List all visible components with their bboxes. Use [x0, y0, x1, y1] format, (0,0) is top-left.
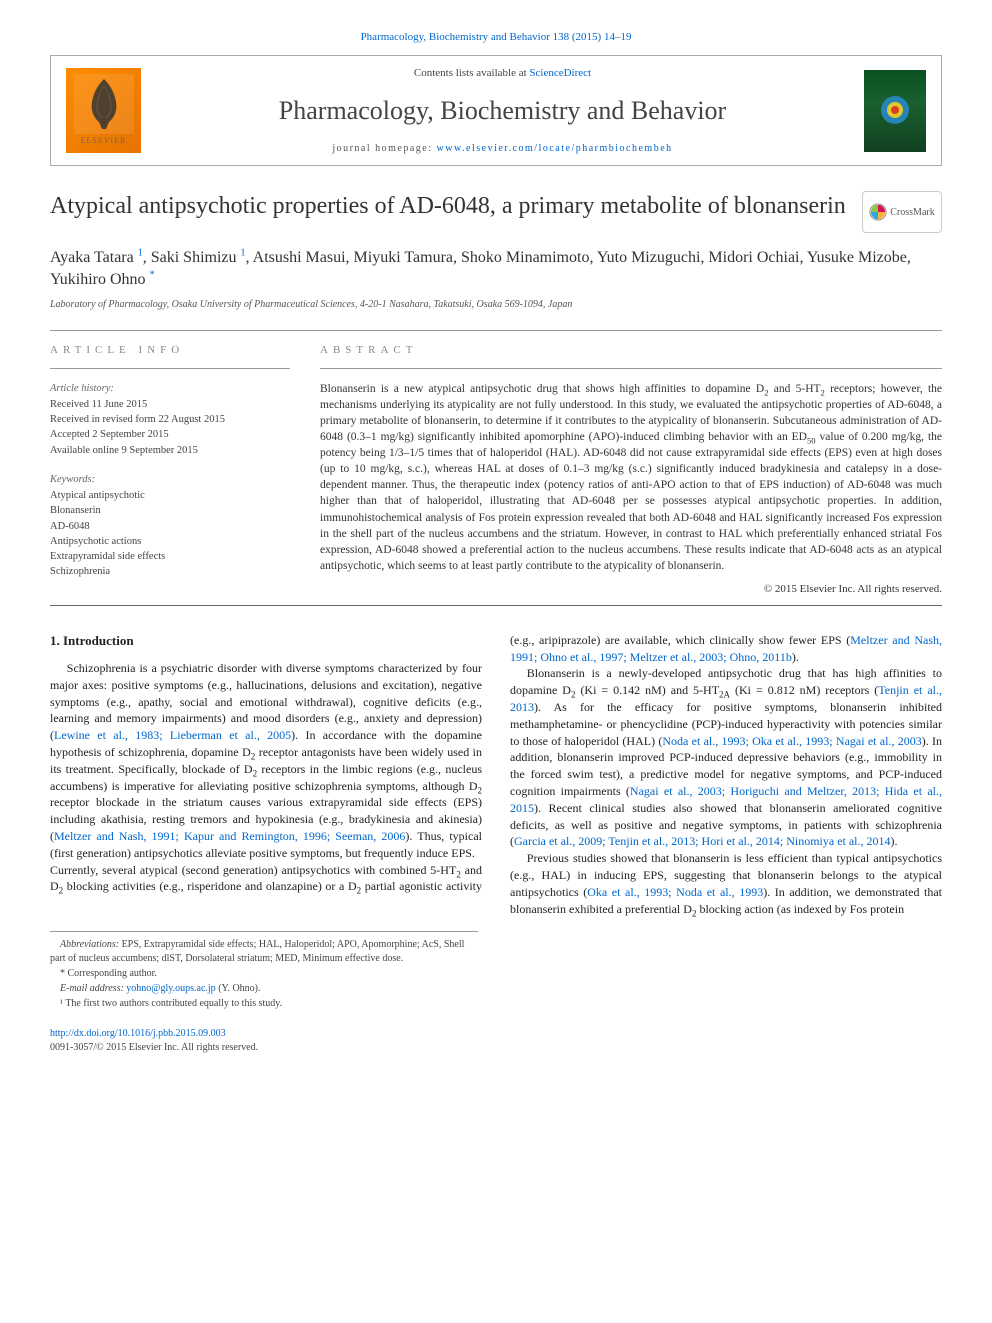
- cover-art-icon: [873, 88, 918, 133]
- intro-p2: Blonanserin is a newly-developed antipsy…: [510, 665, 942, 850]
- top-citation-link[interactable]: Pharmacology, Biochemistry and Behavior …: [361, 31, 632, 43]
- journal-cover-thumb: [864, 70, 926, 152]
- history-line: Received in revised form 22 August 2015: [50, 412, 290, 427]
- elsevier-label: ELSEVIER: [81, 136, 127, 147]
- contents-prefix: Contents lists available at: [414, 67, 529, 79]
- intro-p1: Schizophrenia is a psychiatric disorder …: [50, 660, 482, 862]
- crossmark-icon: [869, 203, 887, 221]
- body-text: 1. Introduction Schizophrenia is a psych…: [50, 632, 942, 918]
- footnotes: Abbreviations: EPS, Extrapyramidal side …: [50, 931, 478, 1011]
- history-header: Article history:: [50, 381, 290, 396]
- article-history: Article history: Received 11 June 2015 R…: [50, 381, 290, 458]
- crossmark-label: CrossMark: [890, 206, 934, 220]
- history-line: Received 11 June 2015: [50, 397, 290, 412]
- email-footnote: E-mail address: yohno@gly.oups.ac.jp (Y.…: [50, 982, 478, 996]
- article-title: Atypical antipsychotic properties of AD-…: [50, 191, 850, 221]
- elsevier-tree-icon: [74, 74, 134, 134]
- journal-name: Pharmacology, Biochemistry and Behavior: [156, 93, 849, 128]
- header-center: Contents lists available at ScienceDirec…: [141, 66, 864, 155]
- corresponding-author-footnote: * Corresponding author.: [50, 967, 478, 981]
- abstract-copyright: © 2015 Elsevier Inc. All rights reserved…: [320, 582, 942, 597]
- history-line: Available online 9 September 2015: [50, 443, 290, 458]
- abstract-rule: [320, 368, 942, 369]
- keywords-block: Keywords: Atypical antipsychotic Blonans…: [50, 472, 290, 580]
- intro-p3: Previous studies showed that blonanserin…: [510, 850, 942, 917]
- email-link[interactable]: yohno@gly.oups.ac.jp: [126, 983, 215, 994]
- doi-link[interactable]: http://dx.doi.org/10.1016/j.pbb.2015.09.…: [50, 1028, 226, 1039]
- abstract-label: abstract: [320, 343, 942, 358]
- article-info-column: article info Article history: Received 1…: [50, 343, 290, 597]
- email-person: (Y. Ohno).: [218, 983, 260, 994]
- section-divider: [50, 605, 942, 606]
- contents-line: Contents lists available at ScienceDirec…: [156, 66, 849, 81]
- article-info-label: article info: [50, 343, 290, 358]
- affiliation: Laboratory of Pharmacology, Osaka Univer…: [50, 298, 942, 312]
- elsevier-logo: ELSEVIER: [66, 68, 141, 153]
- keyword: Antipsychotic actions: [50, 534, 290, 549]
- homepage-link[interactable]: www.elsevier.com/locate/pharmbiochembeh: [437, 143, 673, 154]
- keyword: Extrapyramidal side effects: [50, 549, 290, 564]
- abstract-text: Blonanserin is a new atypical antipsycho…: [320, 381, 942, 574]
- meta-abstract-row: article info Article history: Received 1…: [50, 343, 942, 597]
- title-row: Atypical antipsychotic properties of AD-…: [50, 191, 942, 233]
- intro-heading: 1. Introduction: [50, 632, 482, 650]
- divider-rule: [50, 330, 942, 331]
- crossmark-badge[interactable]: CrossMark: [862, 191, 942, 233]
- info-rule: [50, 368, 290, 369]
- keyword: Atypical antipsychotic: [50, 488, 290, 503]
- abstract-column: abstract Blonanserin is a new atypical a…: [320, 343, 942, 597]
- history-line: Accepted 2 September 2015: [50, 427, 290, 442]
- homepage-prefix: journal homepage:: [332, 143, 436, 154]
- keyword: AD-6048: [50, 519, 290, 534]
- authors: Ayaka Tatara 1, Saki Shimizu 1, Atsushi …: [50, 247, 942, 290]
- journal-header: ELSEVIER Contents lists available at Sci…: [50, 55, 942, 166]
- issn-copyright: 0091-3057/© 2015 Elsevier Inc. All right…: [50, 1041, 942, 1055]
- keyword: Schizophrenia: [50, 564, 290, 579]
- equal-contribution-footnote: ¹ The first two authors contributed equa…: [50, 997, 478, 1011]
- footer: http://dx.doi.org/10.1016/j.pbb.2015.09.…: [50, 1027, 942, 1054]
- abbreviations-footnote: Abbreviations: EPS, Extrapyramidal side …: [50, 938, 478, 966]
- top-citation: Pharmacology, Biochemistry and Behavior …: [50, 30, 942, 45]
- homepage-line: journal homepage: www.elsevier.com/locat…: [156, 142, 849, 156]
- sciencedirect-link[interactable]: ScienceDirect: [529, 67, 591, 79]
- keyword: Blonanserin: [50, 503, 290, 518]
- email-label: E-mail address:: [60, 983, 124, 994]
- keywords-header: Keywords:: [50, 472, 290, 487]
